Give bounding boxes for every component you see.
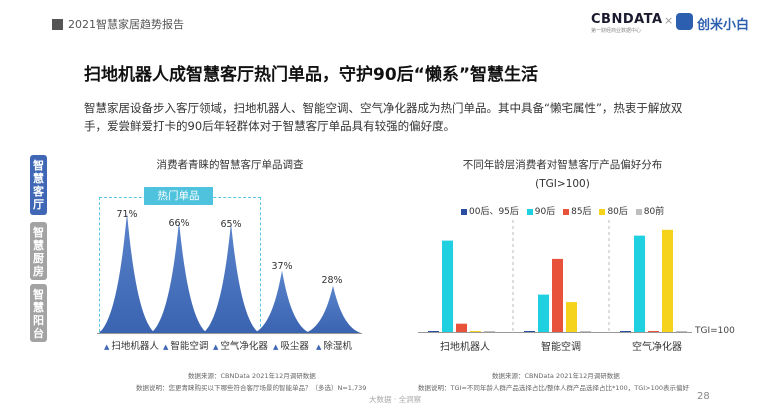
brand-subtitle: 第一财经商业数据中心	[591, 28, 642, 34]
partner-logo-icon	[676, 13, 693, 30]
intro-text: 智慧家居设备步入客厅领域，扫地机器人、智能空调、空气净化器成为热门单品。其中具备…	[84, 101, 683, 133]
right-bar-g2-s0	[620, 331, 631, 332]
right-bar-g2-s3	[662, 229, 673, 332]
value-label-dehumidifier: 28%	[321, 275, 343, 286]
category-label-purifier: ▲ 空气净化器	[213, 341, 268, 352]
right-chart-legend: 00后、95后 90后 85后 80后 80前	[461, 204, 669, 217]
right-bar-g1-s3	[566, 302, 577, 332]
page-title: 扫地机器人成智慧客厅热门单品，守护90后“懒系”智慧生活	[84, 65, 539, 85]
left-chart-note: 数据说明：您更青睐购买以下哪些符合客厅场景的智能单品？（多选）N=1,739	[136, 384, 367, 392]
right-bar-g0-s4	[484, 331, 495, 332]
right-bar-g2-s4	[676, 331, 687, 332]
right-bar-g0-s3	[470, 331, 481, 332]
hot-items-label: 热门单品	[144, 187, 213, 205]
report-title: 2021智慧家居趋势报告	[68, 18, 184, 31]
side-tab-balcony[interactable]: 智慧阳台	[30, 284, 47, 342]
right-bar-g1-s2	[552, 258, 563, 332]
category-label-robot: ▲ 扫地机器人	[104, 341, 159, 352]
value-label-vacuum: 37%	[271, 261, 293, 272]
right-category-purifier: 空气净化器	[632, 342, 682, 353]
right-bar-g0-s0	[428, 331, 439, 332]
left-spike-bar-4	[305, 285, 361, 333]
side-tab-kitchen[interactable]: 智慧厨房	[30, 222, 47, 280]
right-bar-g2-s1	[634, 235, 645, 332]
left-spike-bar-2	[203, 223, 259, 333]
brand-logo: CBNDATA	[591, 12, 663, 27]
side-tab-living-room[interactable]: 智慧客厅	[30, 155, 47, 215]
legend-item-80-before: 80前	[635, 204, 664, 217]
left-spike-bar-3	[254, 270, 310, 333]
category-label-dehumidifier: ▲ 除湿机	[316, 341, 352, 352]
left-spike-bar-1	[151, 221, 207, 333]
legend-item-80: 80后	[599, 204, 628, 217]
right-category-ac: 智能空调	[541, 342, 581, 353]
legend-item-85: 85后	[563, 204, 592, 217]
right-chart-title: 不同年龄层消费者对智慧客厅产品偏好分布	[462, 159, 663, 171]
header-square-icon	[52, 19, 63, 30]
left-chart-title: 消费者青睐的智慧客厅单品调查	[156, 159, 304, 171]
category-label-vacuum: ▲ 吸尘器	[273, 341, 309, 352]
right-bar-g1-s4	[580, 331, 591, 332]
footer-text: 大数据 · 全洞察	[369, 395, 422, 404]
tgi-baseline-label: TGI=100	[695, 326, 735, 336]
times-separator: ×	[664, 14, 674, 27]
legend-item-00-95: 00后、95后	[461, 204, 519, 217]
right-bar-g1-s1	[538, 294, 549, 332]
category-label-ac: ▲ 智能空调	[163, 341, 209, 352]
right-bar-g0-s2	[456, 323, 467, 332]
right-category-robot: 扫地机器人	[440, 342, 490, 353]
left-spike-bar-0	[99, 213, 155, 333]
right-chart-source: 数据来源：CBNData 2021年12月调研数据	[492, 372, 620, 380]
right-chart-note: 数据说明：TGI=不同年龄人群产品选择占比/整体人群产品选择占比*100，TGI…	[418, 384, 689, 392]
right-bar-g0-s1	[442, 240, 453, 332]
left-chart-source: 数据来源：CBNData 2021年12月调研数据	[188, 372, 316, 380]
value-label-purifier: 65%	[220, 219, 242, 230]
page-number: 28	[697, 391, 710, 402]
value-label-ac: 66%	[168, 218, 190, 229]
right-bar-g1-s0	[524, 331, 535, 332]
partner-name: 创米小白	[697, 18, 750, 33]
value-label-robot: 71%	[116, 209, 138, 220]
right-chart-subtitle: (TGI>100)	[535, 178, 590, 190]
right-bar-g2-s2	[648, 331, 659, 332]
legend-item-90: 90后	[526, 204, 555, 217]
